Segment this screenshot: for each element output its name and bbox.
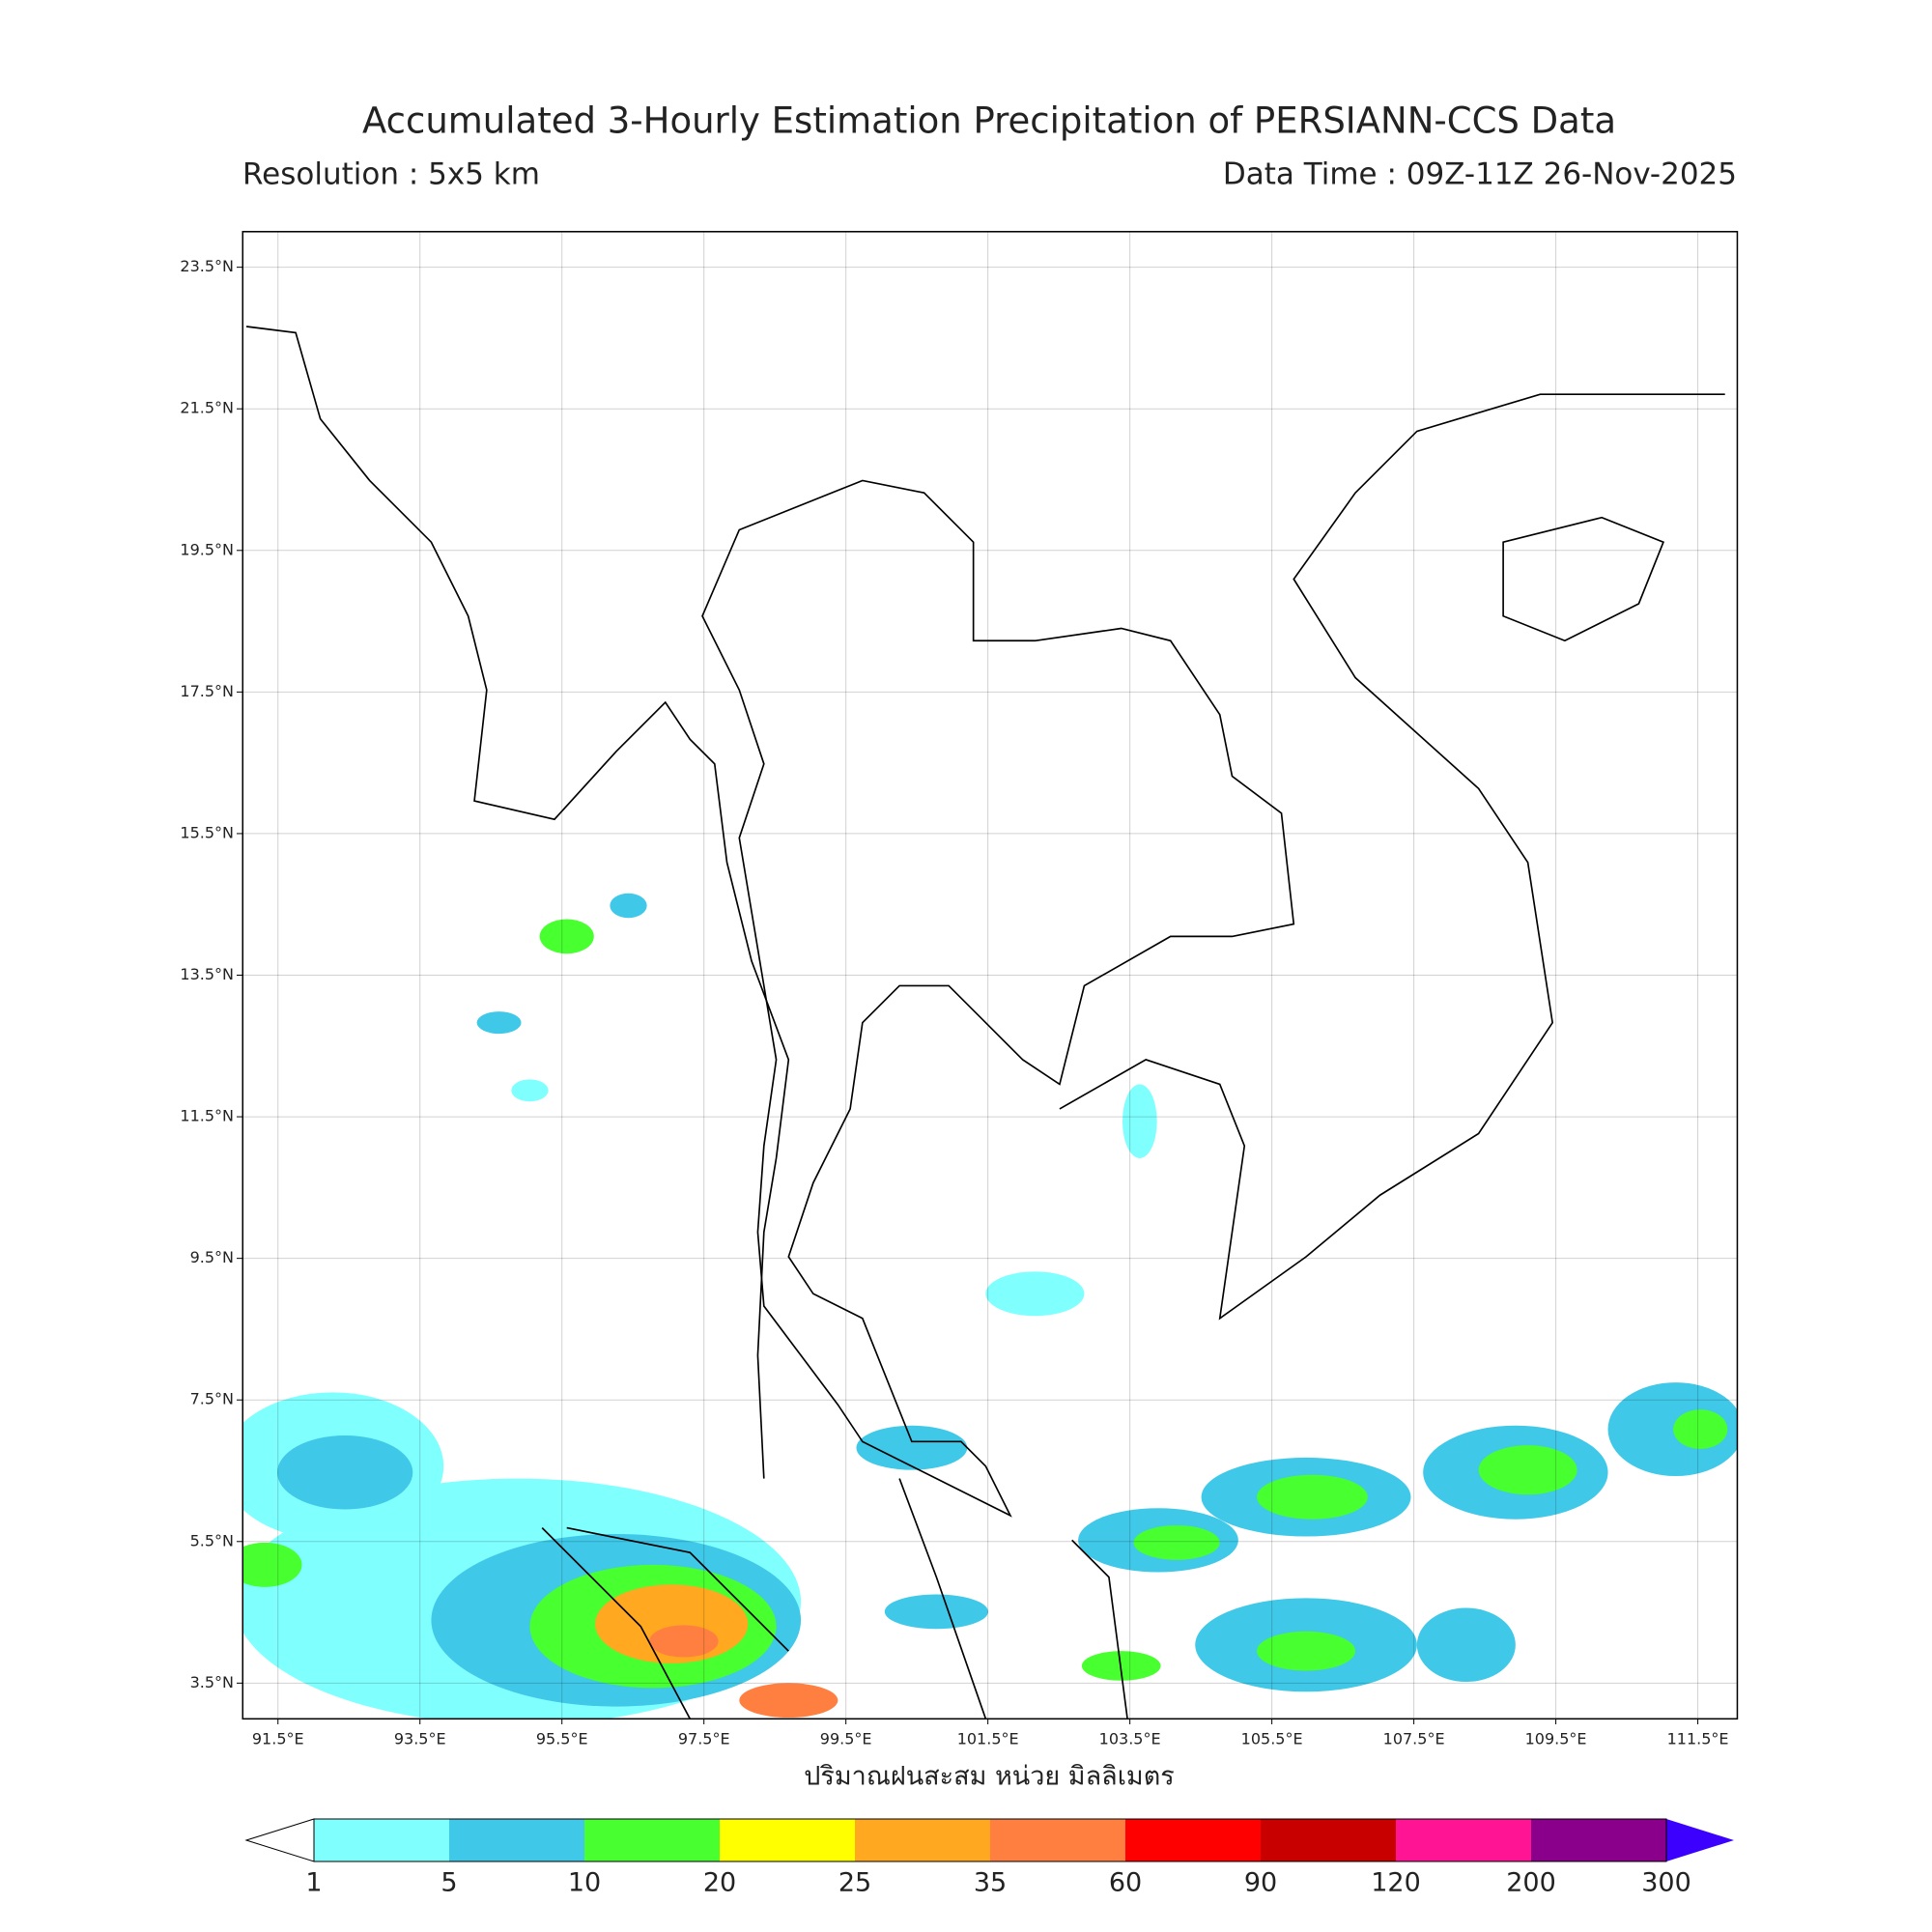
colorbar-label: 35 xyxy=(974,1868,1007,1898)
title: Accumulated 3-Hourly Estimation Precipit… xyxy=(362,100,1616,142)
colorbar-label: 5 xyxy=(440,1868,457,1898)
lat-tick-label: 15.5°N xyxy=(180,823,234,841)
lon-tick-label: 107.5°E xyxy=(1383,1730,1445,1748)
rain-area xyxy=(1416,1607,1516,1683)
x-axis-label: ปริมาณฝนสะสม หน่วย มิลลิเมตร xyxy=(804,1762,1175,1792)
rain-area xyxy=(1478,1445,1577,1495)
lon-tick-label: 101.5°E xyxy=(957,1730,1019,1748)
colorbar-frame xyxy=(313,1818,1667,1862)
colorbar-segment xyxy=(855,1819,990,1861)
lon-tick-label: 103.5°E xyxy=(1099,1730,1161,1748)
rain-area xyxy=(884,1594,988,1630)
thailand-border xyxy=(701,479,1295,1518)
lat-tick-label: 13.5°N xyxy=(180,965,234,983)
coastline xyxy=(1059,393,1725,1321)
map-frame xyxy=(242,231,1739,1720)
colorbar-label: 120 xyxy=(1371,1868,1421,1898)
colorbar-label: 90 xyxy=(1244,1868,1277,1898)
rain-area xyxy=(242,1542,302,1587)
rain-area xyxy=(539,919,594,954)
rain-area xyxy=(649,1625,719,1658)
colorbar-label: 60 xyxy=(1109,1868,1142,1898)
rain-area xyxy=(856,1425,968,1470)
lat-tick-label: 23.5°N xyxy=(180,257,234,275)
colorbar-segment xyxy=(990,1819,1125,1861)
rain-area xyxy=(1673,1409,1728,1449)
colorbar-label: 10 xyxy=(568,1868,601,1898)
lon-tick-label: 99.5°E xyxy=(820,1730,872,1748)
rain-area xyxy=(1257,1631,1356,1671)
map-layer xyxy=(242,231,1739,1720)
rain-area xyxy=(476,1011,522,1035)
lon-tick-label: 97.5°E xyxy=(678,1730,730,1748)
colorbar-label: 200 xyxy=(1506,1868,1556,1898)
lat-tick-label: 11.5°N xyxy=(180,1107,234,1125)
colorbar-label: 300 xyxy=(1641,1868,1691,1898)
colorbar-segment xyxy=(1531,1819,1666,1861)
rain-area xyxy=(511,1079,549,1102)
rain-area xyxy=(610,893,647,919)
colorbar-over xyxy=(1666,1819,1734,1861)
rain-area xyxy=(1607,1382,1738,1477)
coastlines xyxy=(245,326,1725,1719)
lon-tick-label: 105.5°E xyxy=(1241,1730,1303,1748)
lon-tick-label: 111.5°E xyxy=(1667,1730,1729,1748)
rain-area xyxy=(1133,1525,1220,1560)
colorbar-segment xyxy=(720,1819,855,1861)
colorbar-label: 1 xyxy=(305,1868,322,1898)
colorbar-segment xyxy=(314,1819,449,1861)
colorbar-segment xyxy=(449,1819,584,1861)
colorbar-label: 25 xyxy=(838,1868,871,1898)
lat-tick-label: 21.5°N xyxy=(180,399,234,417)
colorbar-segment xyxy=(584,1819,720,1861)
lon-tick-label: 95.5°E xyxy=(536,1730,588,1748)
rain-area xyxy=(1122,1084,1157,1158)
lat-tick-label: 7.5°N xyxy=(190,1390,234,1408)
rain-area xyxy=(276,1435,413,1510)
coastline xyxy=(245,326,790,1479)
data-time: Data Time : 09Z-11Z 26-Nov-2025 xyxy=(1223,157,1737,192)
colorbar-segment xyxy=(1261,1819,1396,1861)
lat-tick-label: 9.5°N xyxy=(190,1248,234,1266)
precipitation xyxy=(242,893,1738,1719)
lat-tick-label: 19.5°N xyxy=(180,540,234,558)
resolution: Resolution : 5x5 km xyxy=(242,157,540,192)
rain-area xyxy=(1257,1474,1368,1520)
coastline xyxy=(541,1478,1128,1719)
lat-tick-label: 5.5°N xyxy=(190,1531,234,1549)
lon-tick-label: 109.5°E xyxy=(1525,1730,1587,1748)
lon-tick-label: 93.5°E xyxy=(394,1730,446,1748)
rain-area xyxy=(739,1683,838,1719)
lat-tick-label: 3.5°N xyxy=(190,1673,234,1691)
colorbar-segment xyxy=(1125,1819,1261,1861)
lat-tick-label: 17.5°N xyxy=(180,682,234,700)
colorbar-label: 20 xyxy=(703,1868,736,1898)
colorbar-segment xyxy=(1396,1819,1531,1861)
lon-tick-label: 91.5°E xyxy=(252,1730,304,1748)
rain-area xyxy=(985,1271,1085,1317)
hainan xyxy=(1502,516,1665,642)
